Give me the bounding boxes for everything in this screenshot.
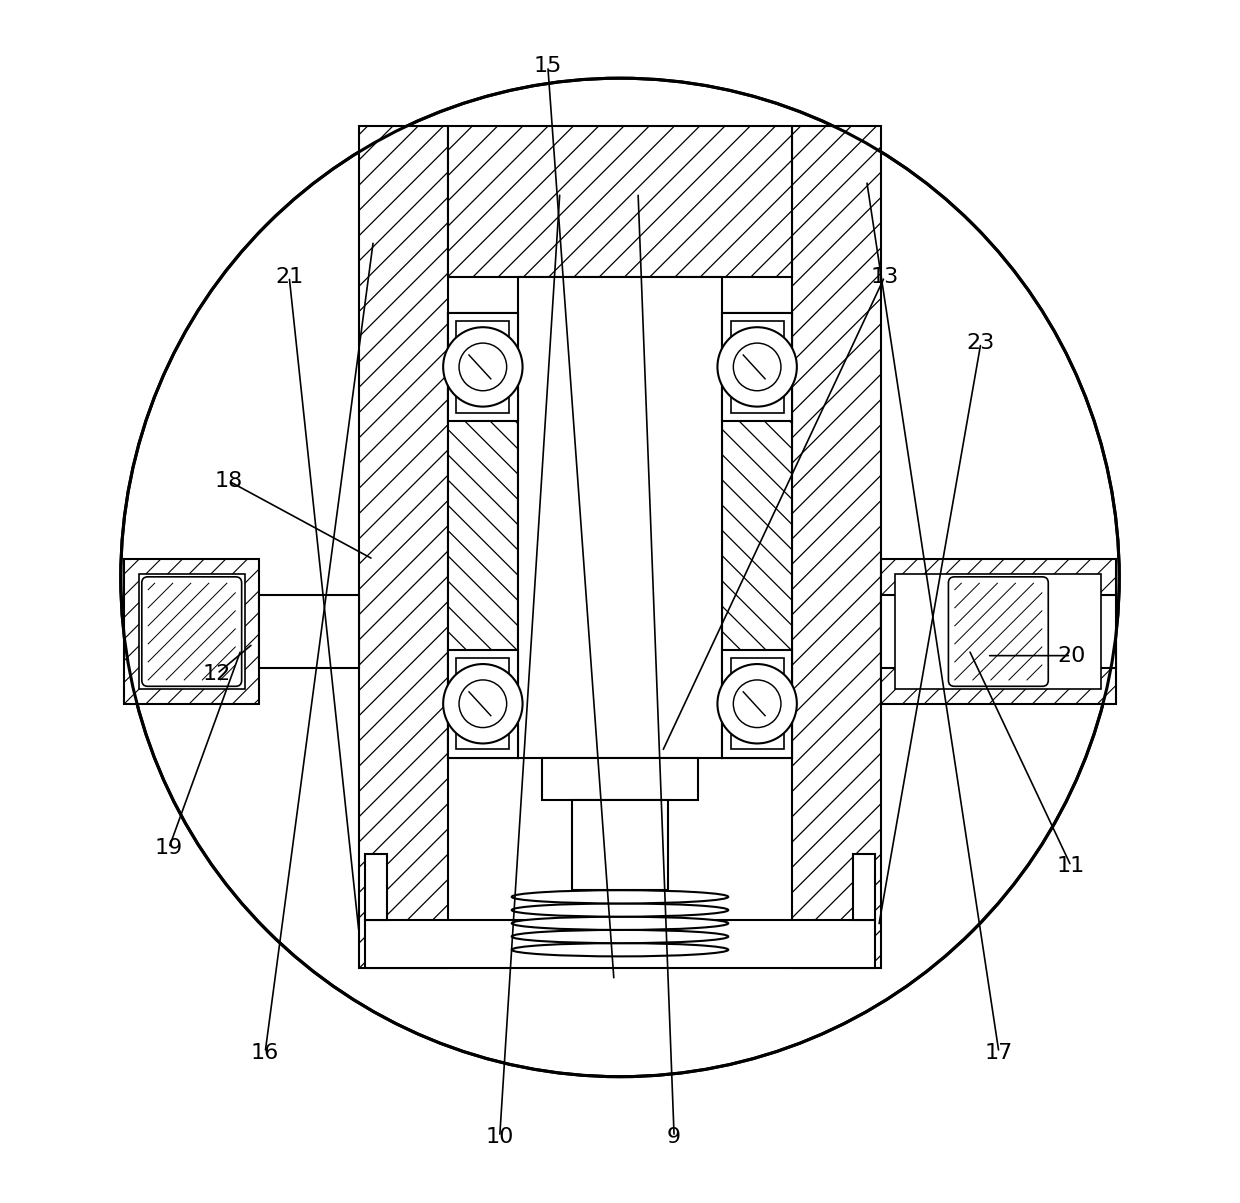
Text: 11: 11 <box>1056 857 1085 876</box>
Bar <box>448 313 518 758</box>
Text: 9: 9 <box>667 1127 681 1146</box>
Bar <box>448 313 518 421</box>
Text: 10: 10 <box>486 1127 513 1146</box>
Circle shape <box>718 664 797 743</box>
Bar <box>792 126 882 968</box>
Bar <box>722 650 792 758</box>
Circle shape <box>718 327 797 407</box>
Bar <box>448 650 518 758</box>
Circle shape <box>120 78 1120 1077</box>
Bar <box>358 126 448 968</box>
Circle shape <box>459 343 507 391</box>
Circle shape <box>733 680 781 728</box>
Text: 16: 16 <box>250 1043 279 1062</box>
Bar <box>448 126 792 277</box>
Ellipse shape <box>512 943 728 956</box>
Circle shape <box>443 327 522 407</box>
Bar <box>882 559 1116 704</box>
Bar <box>124 559 259 704</box>
Text: 15: 15 <box>533 57 562 76</box>
Text: 20: 20 <box>1056 646 1085 665</box>
Bar <box>139 574 244 689</box>
Circle shape <box>443 664 522 743</box>
Circle shape <box>733 343 781 391</box>
Bar <box>730 658 784 749</box>
Bar <box>456 658 510 749</box>
Bar <box>895 574 1101 689</box>
Bar <box>259 595 358 668</box>
Bar <box>448 313 518 758</box>
Bar <box>882 595 1116 668</box>
Text: 17: 17 <box>985 1043 1013 1062</box>
Bar <box>448 126 792 277</box>
Bar <box>124 559 259 704</box>
Bar <box>722 313 792 421</box>
Text: 21: 21 <box>275 267 304 286</box>
Bar <box>572 800 668 890</box>
Text: 13: 13 <box>870 267 899 286</box>
FancyBboxPatch shape <box>949 577 1048 687</box>
Text: 19: 19 <box>155 838 184 858</box>
Circle shape <box>459 680 507 728</box>
Bar <box>853 854 875 920</box>
Bar <box>365 920 875 968</box>
Bar <box>365 854 387 920</box>
FancyBboxPatch shape <box>141 577 242 687</box>
Bar <box>722 313 792 758</box>
Bar <box>456 321 510 413</box>
Ellipse shape <box>512 917 728 930</box>
Bar <box>882 559 1116 704</box>
Ellipse shape <box>512 903 728 917</box>
Ellipse shape <box>512 890 728 903</box>
Text: 23: 23 <box>967 333 994 352</box>
Bar <box>792 126 882 968</box>
Bar <box>518 277 722 758</box>
Ellipse shape <box>512 930 728 943</box>
Text: 18: 18 <box>215 472 243 491</box>
Text: 12: 12 <box>203 664 231 683</box>
Bar <box>722 313 792 758</box>
Bar <box>358 126 448 968</box>
Bar <box>542 758 698 800</box>
Bar <box>730 321 784 413</box>
